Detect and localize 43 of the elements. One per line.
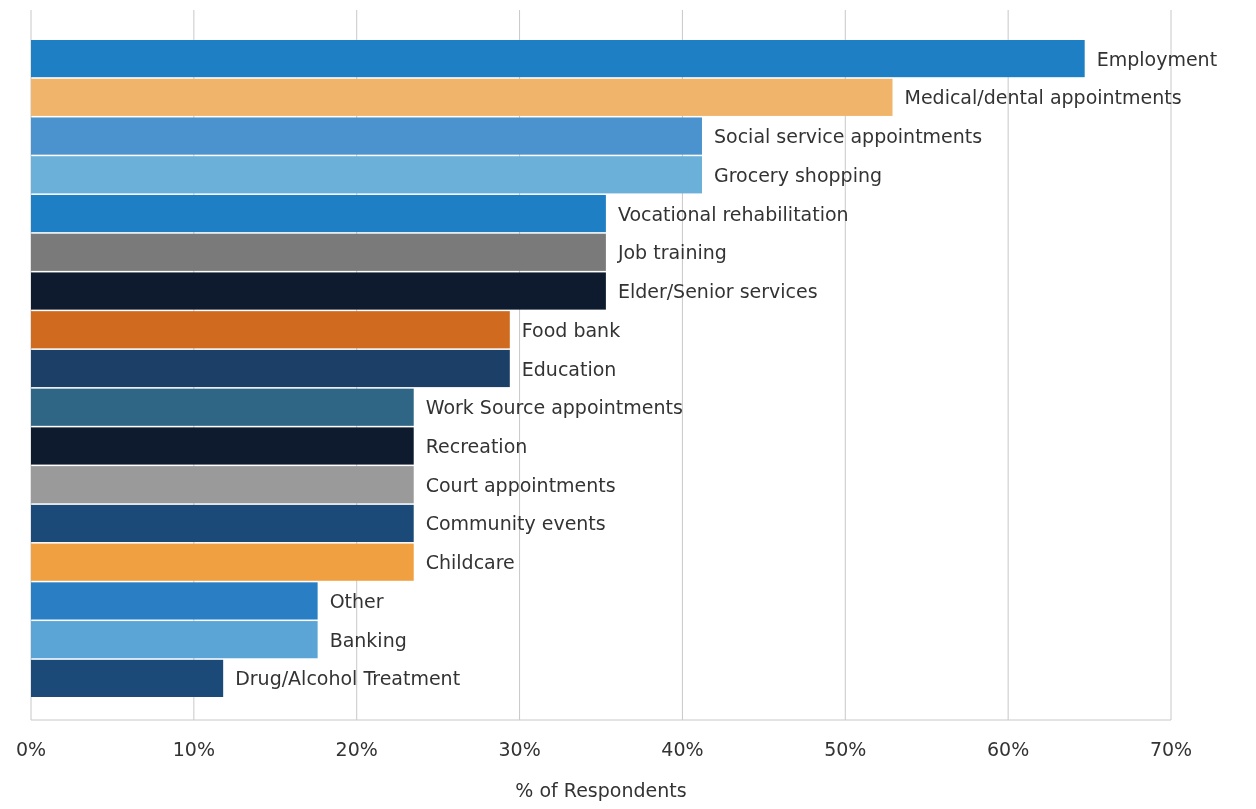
bar <box>31 272 606 310</box>
y-tick-label: Recreation <box>425 434 528 457</box>
bar <box>31 117 702 155</box>
bar <box>31 233 606 271</box>
y-tick-label: Social service appointments <box>713 125 983 148</box>
x-tick-label: 60% <box>987 738 1030 760</box>
x-tick-label: 10% <box>172 738 215 760</box>
bar <box>31 388 414 426</box>
bar <box>31 582 318 620</box>
bar <box>31 466 414 504</box>
y-tick-label: Other <box>329 589 384 612</box>
y-tick-label: Court appointments <box>425 473 616 496</box>
bar <box>31 427 414 465</box>
y-tick-label: Childcare <box>425 551 515 574</box>
y-tick-label: Grocery shopping <box>713 163 883 186</box>
bar <box>31 543 414 581</box>
y-tick-label: Job training <box>616 241 727 264</box>
x-tick-label: 20% <box>335 738 378 760</box>
y-tick-label: Banking <box>329 628 407 651</box>
y-tick-label: Employment <box>1096 47 1218 70</box>
y-tick-label: Work Source appointments <box>425 396 683 419</box>
bar <box>31 349 510 388</box>
x-tick-label: 70% <box>1149 738 1193 760</box>
y-tick-label: Medical/dental appointments <box>904 86 1182 109</box>
bar <box>31 659 224 697</box>
y-tick-label: Education <box>521 357 617 380</box>
x-axis-title: % of Respondents <box>515 779 687 801</box>
bar <box>31 194 606 233</box>
x-tick-label: 40% <box>661 738 704 760</box>
x-tick-label: 30% <box>498 738 541 760</box>
y-tick-label: Community events <box>425 512 606 535</box>
bar <box>31 156 702 194</box>
x-tick-label: 0% <box>15 738 47 760</box>
y-tick-label: Vocational rehabilitation <box>617 202 849 225</box>
y-tick-label: Food bank <box>521 318 621 341</box>
bar <box>31 40 1085 78</box>
bar <box>31 78 893 116</box>
x-tick-label: 50% <box>824 738 867 760</box>
bar <box>31 504 414 543</box>
bar <box>31 311 510 349</box>
y-tick-label: Elder/Senior services <box>617 280 818 303</box>
y-tick-label: Drug/Alcohol Treatment <box>235 667 461 690</box>
bar <box>31 621 318 659</box>
